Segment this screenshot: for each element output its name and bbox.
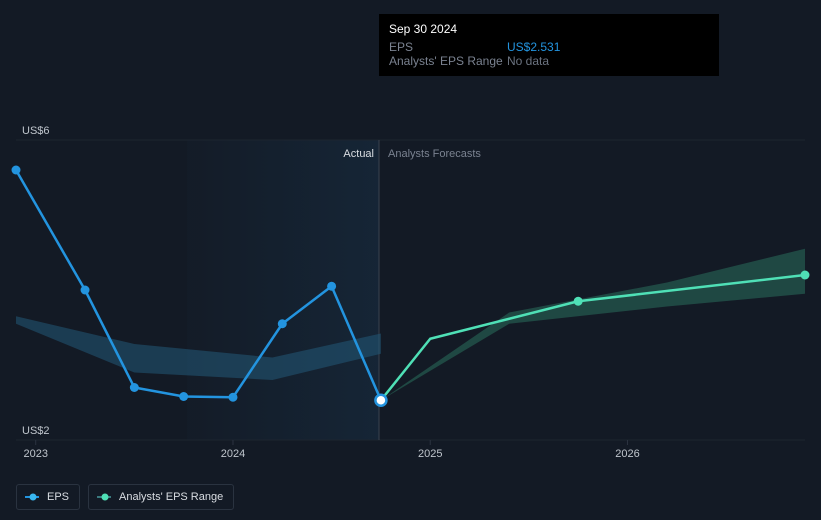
eps-chart[interactable] <box>0 0 821 520</box>
tooltip-label: Analysts' EPS Range <box>389 54 507 68</box>
x-axis-label: 2025 <box>418 448 442 460</box>
chart-tooltip: Sep 30 2024 EPS US$2.531 Analysts' EPS R… <box>379 14 719 76</box>
x-axis-label: 2023 <box>23 448 47 460</box>
tooltip-date: Sep 30 2024 <box>389 22 709 36</box>
legend-swatch-eps <box>25 490 39 504</box>
y-axis-label: US$6 <box>22 125 50 137</box>
section-label-actual: Actual <box>314 148 374 160</box>
tooltip-row-range: Analysts' EPS Range No data <box>389 54 709 68</box>
legend-swatch-range <box>97 490 111 504</box>
tooltip-value: US$2.531 <box>507 40 560 54</box>
legend-label: Analysts' EPS Range <box>119 491 223 503</box>
tooltip-value: No data <box>507 54 549 68</box>
tooltip-row-eps: EPS US$2.531 <box>389 40 709 54</box>
tooltip-label: EPS <box>389 40 507 54</box>
x-axis-label: 2026 <box>615 448 639 460</box>
chart-legend: EPS Analysts' EPS Range <box>16 484 234 510</box>
legend-item-eps[interactable]: EPS <box>16 484 80 510</box>
x-axis-label: 2024 <box>221 448 245 460</box>
y-axis-label: US$2 <box>22 425 50 437</box>
legend-label: EPS <box>47 491 69 503</box>
legend-item-range[interactable]: Analysts' EPS Range <box>88 484 234 510</box>
section-label-forecast: Analysts Forecasts <box>388 148 481 160</box>
